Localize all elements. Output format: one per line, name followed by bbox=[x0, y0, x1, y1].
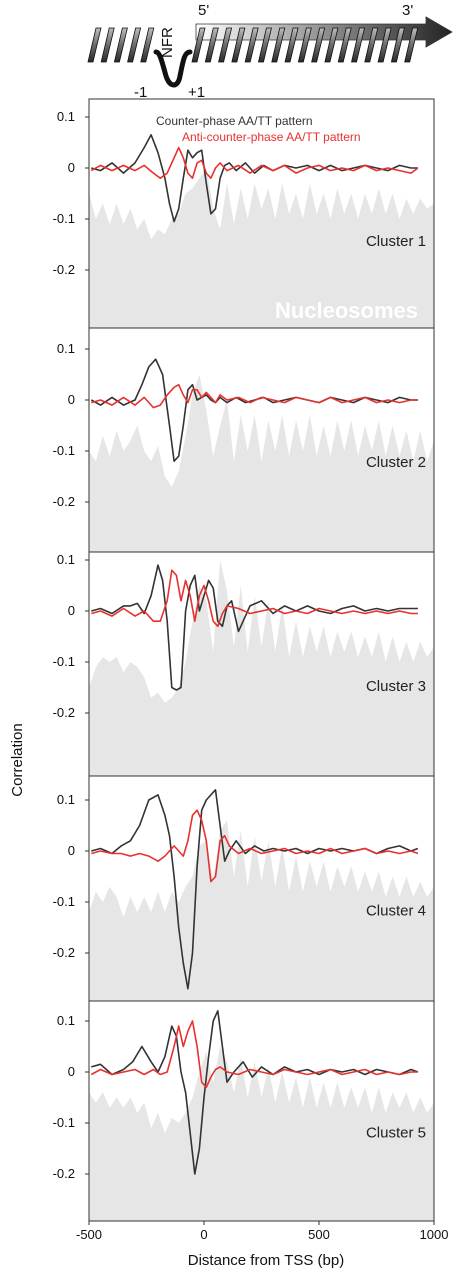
coil-right-turn bbox=[218, 27, 233, 63]
x-tick-label: -500 bbox=[76, 1227, 102, 1242]
coil-right-turn bbox=[377, 27, 392, 63]
nucleosome-occupancy-area bbox=[89, 820, 434, 1001]
y-tick-label: -0.2 bbox=[53, 945, 75, 960]
coil-right-turn bbox=[257, 27, 272, 63]
three-prime-label: 3' bbox=[402, 2, 413, 19]
nucleosome-coil-left bbox=[87, 27, 155, 63]
y-axis-title: Correlation bbox=[9, 723, 26, 796]
x-tick-label: 500 bbox=[308, 1227, 330, 1242]
nucleosome-coil-right bbox=[191, 27, 419, 63]
cluster-label: Cluster 5 bbox=[366, 1124, 426, 1141]
y-tick-label: -0.1 bbox=[53, 211, 75, 226]
cluster-label: Cluster 2 bbox=[366, 454, 426, 471]
panel-frame bbox=[88, 1000, 435, 1222]
coil-right-turn bbox=[324, 27, 339, 63]
legend-anti-counter-phase: Anti-counter-phase AA/TT pattern bbox=[182, 130, 361, 144]
series-anti-counter-phase-line bbox=[90, 1020, 418, 1089]
y-tick-label: -0.1 bbox=[53, 654, 75, 669]
nfr-label: NFR bbox=[159, 27, 176, 58]
series-counter-phase-line bbox=[91, 1009, 419, 1175]
series-anti-counter-phase-line bbox=[91, 383, 418, 409]
nucleosome-occupancy-area bbox=[89, 1046, 434, 1221]
y-tick-label: -0.2 bbox=[53, 262, 75, 277]
coil-right-turn bbox=[204, 27, 219, 63]
nucleosome-occupancy-area bbox=[89, 374, 434, 552]
five-prime-label: 5' bbox=[198, 2, 209, 19]
coil-right-turn bbox=[390, 27, 405, 63]
panel-cluster-2: 0.1 0 -0.1 -0.2 Cluster 2 bbox=[53, 327, 435, 553]
panels: 0.1 0 -0.1 -0.2 Cluster 1 0.1 0 -0.1 -0.2 Cluster… bbox=[53, 98, 435, 1222]
coil-right-turn bbox=[364, 27, 379, 63]
coil-right-turn bbox=[297, 27, 312, 63]
coil-right-turn bbox=[337, 27, 352, 63]
cluster-label: Cluster 1 bbox=[366, 233, 426, 250]
y-tick-label: 0 bbox=[68, 392, 75, 407]
series-counter-phase-line bbox=[91, 564, 418, 691]
series-counter-phase-line bbox=[91, 788, 419, 990]
y-tick-label: 0.1 bbox=[57, 109, 75, 124]
series-anti-counter-phase-line bbox=[91, 809, 419, 883]
cluster-label: Cluster 3 bbox=[366, 678, 426, 695]
y-tick-label: 0 bbox=[68, 1064, 75, 1079]
coil-left-turn bbox=[127, 27, 142, 63]
series-anti-counter-phase-line bbox=[91, 569, 418, 628]
coil-left-turn bbox=[140, 27, 155, 63]
y-tick-label: 0.1 bbox=[57, 792, 75, 807]
coil-left-turn bbox=[100, 27, 115, 63]
panel-cluster-1: 0.1 0 -0.1 -0.2 Cluster 1 bbox=[53, 98, 435, 329]
panel-cluster-3: 0.1 0 -0.1 -0.2 Cluster 3 bbox=[53, 551, 435, 777]
cluster-label: Cluster 4 bbox=[366, 903, 426, 920]
coil-left-turn bbox=[113, 27, 128, 63]
y-tick-label: 0 bbox=[68, 843, 75, 858]
y-tick-label: 0 bbox=[68, 603, 75, 618]
y-tick-label: -0.2 bbox=[53, 1166, 75, 1181]
y-tick-label: -0.1 bbox=[53, 443, 75, 458]
y-tick-label: -0.1 bbox=[53, 894, 75, 909]
coil-right-turn bbox=[311, 27, 326, 63]
panel-cluster-4: 0.1 0 -0.1 -0.2 Cluster 4 bbox=[53, 775, 435, 1002]
y-tick-label: 0.1 bbox=[57, 1013, 75, 1028]
nucleosomes-label: Nucleosomes bbox=[275, 298, 418, 323]
coil-right-turn bbox=[244, 27, 259, 63]
y-tick-label: 0 bbox=[68, 160, 75, 175]
y-tick-label: 0.1 bbox=[57, 341, 75, 356]
coil-right-turn bbox=[351, 27, 366, 63]
coil-right-turn bbox=[404, 27, 419, 63]
nucleosome-occupancy-area bbox=[89, 168, 434, 328]
series-anti-counter-phase-line bbox=[90, 146, 419, 179]
plus-one-label: +1 bbox=[188, 84, 205, 101]
coil-left-turn bbox=[87, 27, 102, 63]
nfr-linker bbox=[153, 49, 193, 88]
y-tick-label: -0.2 bbox=[53, 705, 75, 720]
coil-right-turn bbox=[271, 27, 286, 63]
coil-right-turn bbox=[231, 27, 246, 63]
nucleosome-schematic: 5' 3' NFR -1 +1 bbox=[87, 2, 453, 101]
y-tick-label: -0.1 bbox=[53, 1115, 75, 1130]
legend-counter-phase: Counter-phase AA/TT pattern bbox=[156, 114, 313, 128]
y-tick-label: 0.1 bbox=[57, 552, 75, 567]
panel-cluster-5: 0.1 0 -0.1 -0.2 Cluster 5 bbox=[53, 1000, 435, 1222]
x-axis-title: Distance from TSS (bp) bbox=[188, 1252, 344, 1269]
coil-right-turn bbox=[191, 27, 206, 63]
coil-right-turn bbox=[284, 27, 299, 63]
x-axis: -500 0 500 1000 bbox=[76, 1221, 448, 1242]
x-tick-label: 1000 bbox=[420, 1227, 449, 1242]
y-tick-label: -0.2 bbox=[53, 494, 75, 509]
minus-one-label: -1 bbox=[134, 84, 147, 101]
x-tick-label: 0 bbox=[200, 1227, 207, 1242]
nucleosome-occupancy-area bbox=[89, 560, 434, 776]
series-counter-phase-line bbox=[91, 134, 418, 223]
